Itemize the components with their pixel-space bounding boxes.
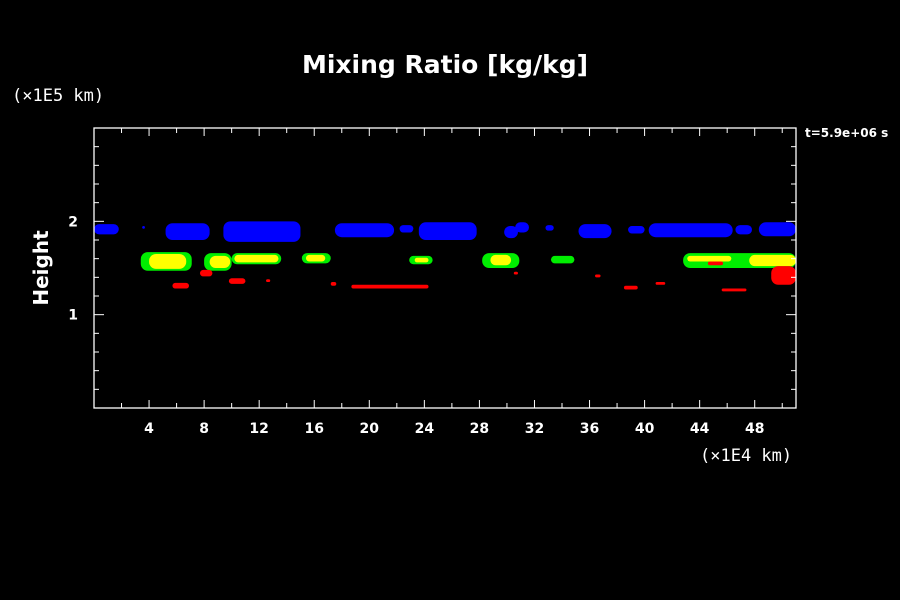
blue-patch-4 — [223, 221, 301, 242]
x-tick-label-4: 4 — [144, 421, 154, 437]
red-patch-6 — [351, 284, 429, 289]
plot-frame — [93, 127, 797, 409]
red-patch-10 — [655, 282, 666, 285]
red-patch-4 — [266, 279, 271, 282]
red-patch-8 — [595, 274, 601, 278]
yellow-patch-3 — [234, 254, 279, 263]
red-patch-3 — [228, 278, 246, 284]
x-tick-label-12: 12 — [249, 421, 268, 437]
y-unit-label: (×1E5 km) — [12, 86, 104, 106]
mixing-ratio-field — [94, 221, 796, 292]
red-patch-9 — [623, 285, 638, 290]
red-patch-1 — [172, 282, 189, 289]
yellow-patch-6 — [490, 254, 512, 266]
blue-patch-9 — [515, 222, 529, 233]
blue-patch-7 — [418, 222, 477, 240]
blue-patch-14 — [735, 225, 752, 235]
y-tick-label-1: 1 — [68, 308, 78, 324]
green-patch-7 — [550, 255, 575, 264]
yellow-patch-4 — [305, 254, 326, 262]
band-blue — [94, 221, 796, 242]
blue-patch-6 — [399, 225, 414, 233]
yellow-patch-7 — [687, 255, 732, 262]
band-yellow — [149, 254, 796, 269]
x-tick-label-36: 36 — [580, 421, 599, 437]
x-tick-label-20: 20 — [360, 421, 380, 437]
yellow-patch-1 — [149, 254, 187, 269]
blue-patch-2 — [142, 226, 145, 229]
red-patch-7 — [513, 271, 518, 275]
x-tick-label-16: 16 — [304, 421, 323, 437]
x-tick-label-32: 32 — [525, 421, 544, 437]
band-red — [172, 261, 796, 292]
x-tick-label-44: 44 — [690, 421, 710, 437]
red-patch-5 — [330, 282, 337, 286]
y-tick-label-2: 2 — [68, 214, 78, 230]
red-patch-2 — [199, 269, 213, 277]
chart-title: Mixing Ratio [kg/kg] — [302, 50, 588, 79]
x-tick-label-40: 40 — [635, 421, 655, 437]
time-label: t=5.9e+06 s — [805, 126, 888, 140]
x-tick-label-28: 28 — [470, 421, 489, 437]
blue-patch-1 — [94, 224, 119, 235]
blue-patch-15 — [758, 222, 796, 237]
red-patch-11 — [707, 261, 724, 266]
yellow-patch-8 — [749, 254, 796, 267]
x-tick-label-24: 24 — [415, 421, 435, 437]
y-axis-label: Height — [29, 230, 53, 306]
red-patch-12 — [721, 288, 747, 292]
blue-patch-3 — [165, 223, 210, 240]
red-patch-13 — [771, 266, 796, 285]
axis-ticks — [94, 128, 796, 408]
yellow-patch-2 — [209, 255, 231, 268]
blue-patch-8 — [504, 226, 518, 239]
x-tick-label-8: 8 — [199, 421, 209, 437]
x-tick-label-48: 48 — [745, 421, 764, 437]
x-unit-label: (×1E4 km) — [700, 446, 792, 466]
blue-patch-11 — [578, 224, 612, 239]
yellow-patch-5 — [414, 257, 429, 263]
blue-patch-5 — [334, 223, 395, 238]
blue-patch-13 — [648, 223, 733, 238]
blue-patch-12 — [628, 226, 645, 234]
blue-patch-10 — [545, 225, 554, 231]
